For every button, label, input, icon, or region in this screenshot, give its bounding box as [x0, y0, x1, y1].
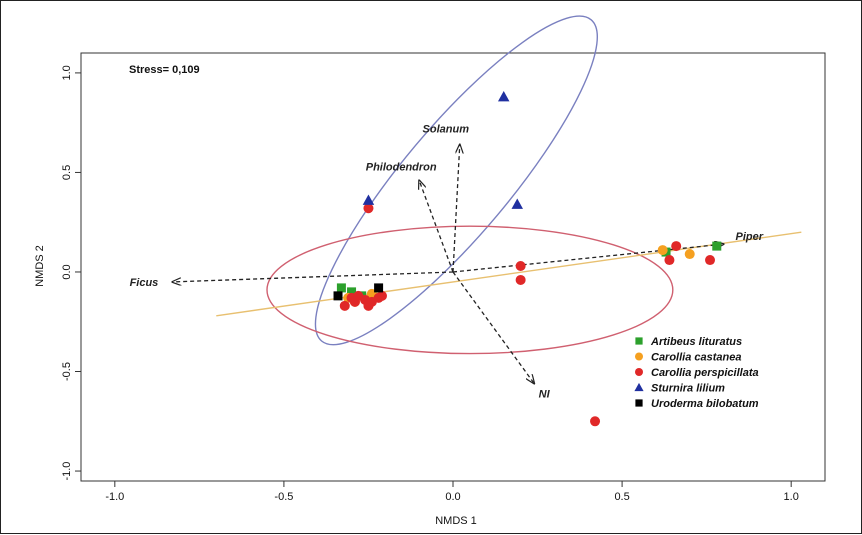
point-artibeus-lituratus [712, 241, 722, 251]
vector-label-philodendron: Philodendron [366, 161, 437, 173]
point-carollia-castanea [657, 245, 668, 256]
point-carollia-perspicillata [363, 203, 374, 214]
vector-ficus [172, 271, 454, 282]
ellipses-group [266, 15, 674, 355]
stress-annotation: Stress= 0,109 [129, 64, 200, 76]
point-carollia-perspicillata [664, 255, 675, 266]
legend-label-uroderma-bilobatum: Uroderma bilobatum [651, 398, 759, 410]
point-artibeus-lituratus [347, 287, 357, 297]
point-sturnira-lilium [497, 91, 510, 102]
point-carollia-perspicillata [339, 300, 350, 311]
vector-ni [452, 271, 534, 383]
point-carollia-perspicillata [515, 274, 526, 285]
legend-label-sturnira-lilium: Sturnira lilium [651, 383, 725, 395]
legend-marker-uroderma-bilobatum [635, 399, 643, 407]
point-uroderma-bilobatum [374, 283, 384, 293]
point-carollia-perspicillata [705, 255, 716, 266]
x-tick-label: 1.0 [784, 491, 799, 503]
x-tick-label: -0.5 [274, 491, 293, 503]
group-ellipse-1 [314, 15, 599, 346]
vector-label-solanum: Solanum [423, 124, 470, 136]
vector-label-piper: Piper [736, 231, 764, 243]
vector-label-ficus: Ficus [130, 277, 159, 289]
x-tick-label: -1.0 [105, 491, 124, 503]
x-axis-label: NMDS 1 [435, 515, 477, 527]
point-artibeus-lituratus [336, 283, 346, 293]
legend-label-carollia-perspicillata: Carollia perspicillata [651, 367, 759, 379]
point-uroderma-bilobatum [333, 291, 343, 301]
x-tick-label: 0.5 [614, 491, 629, 503]
point-carollia-perspicillata [671, 241, 682, 252]
text-group: Stress= 0,109 NMDS 1 NMDS 2 [34, 64, 477, 527]
y-tick-label: 1.0 [61, 65, 73, 80]
legend-label-artibeus-lituratus: Artibeus lituratus [650, 336, 742, 348]
point-sturnira-lilium [511, 198, 524, 209]
point-sturnira-lilium [362, 194, 375, 205]
point-carollia-perspicillata [515, 261, 526, 272]
vector-solanum [452, 145, 460, 273]
axes-group: -1.0 -0.5 0.0 0.5 1.0 -1.0 -0.5 0.0 0.5 1.0 [61, 52, 826, 503]
vector-label-ni: NI [539, 388, 551, 400]
x-tick-label: 0.0 [445, 491, 460, 503]
legend-marker-carollia-perspicillata [635, 368, 643, 376]
y-tick-label: -1.0 [61, 462, 73, 481]
point-carollia-perspicillata [590, 416, 601, 427]
legend: Artibeus lituratus Carollia castanea Carol… [634, 336, 759, 410]
vectors-group: Ficus Piper Solanum Philodendron NI [130, 124, 764, 401]
point-carollia-perspicillata [376, 290, 387, 301]
legend-label-carollia-castanea: Carollia castanea [651, 352, 742, 364]
y-tick-label: 0.0 [61, 264, 73, 279]
point-carollia-castanea [684, 249, 695, 260]
y-tick-label: 0.5 [61, 165, 73, 180]
y-axis-label: NMDS 2 [34, 245, 46, 287]
legend-marker-artibeus-lituratus [635, 337, 643, 345]
vector-piper [452, 244, 724, 273]
points-group [333, 91, 722, 427]
legend-marker-sturnira-lilium [634, 382, 644, 392]
vector-philodendron [419, 180, 454, 273]
plot-area-border [80, 52, 826, 482]
legend-marker-carollia-castanea [635, 352, 643, 361]
y-tick-label: -0.5 [61, 362, 73, 381]
group-ellipse-2 [266, 225, 674, 355]
